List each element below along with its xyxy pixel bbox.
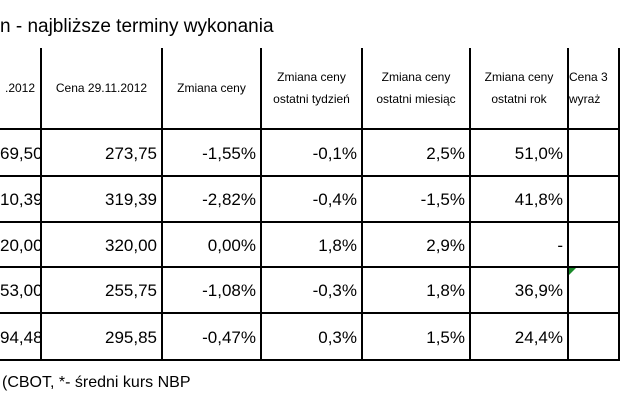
table-cell: 24,4%: [471, 314, 569, 361]
table-cell: -0,3%: [262, 268, 363, 314]
table-cell: 36,9%: [471, 268, 569, 314]
table-cell: [569, 268, 620, 314]
footnote: (CBOT, *- średni kurs NBP: [2, 374, 191, 391]
table-cell: 1,8%: [262, 223, 363, 268]
table-cell: 20,00: [0, 223, 42, 268]
table-cell: 320,00: [42, 223, 163, 268]
header-cell: Zmiana ceny ostatni miesiąc: [363, 48, 471, 130]
table-cell: [569, 130, 620, 177]
header-text: ostatni tydzień: [273, 92, 350, 106]
table-cell: -0,47%: [163, 314, 262, 361]
header-cell: Zmiana ceny ostatni rok: [471, 48, 569, 130]
table-cell: -2,82%: [163, 177, 262, 223]
table-cell: -1,08%: [163, 268, 262, 314]
table-cell: 51,0%: [471, 130, 569, 177]
header-text: Zmiana ceny: [277, 70, 346, 84]
header-cell: Cena 3 wyraż: [569, 48, 620, 130]
header-text: Zmiana ceny: [381, 70, 451, 84]
table-cell: 319,39: [42, 177, 163, 223]
table-cell: 41,8%: [471, 177, 569, 223]
table-cell: 10,39: [0, 177, 42, 223]
header-text: Zmiana ceny: [177, 81, 246, 95]
table-cell: [569, 314, 620, 361]
header-text: ostatni rok: [491, 92, 547, 106]
header-text: Zmiana ceny: [484, 70, 554, 84]
header-text: Cena 29.11.2012: [55, 81, 148, 95]
header-cell: Cena 29.11.2012: [42, 48, 163, 130]
header-text: wyraż: [569, 92, 601, 106]
table-cell: 0,3%: [262, 314, 363, 361]
header-cell: Zmiana ceny: [163, 48, 262, 130]
table-cell: 69,50: [0, 130, 42, 177]
table-cell: 255,75: [42, 268, 163, 314]
table-cell: 1,8%: [363, 268, 471, 314]
table-cell: -1,55%: [163, 130, 262, 177]
header-text: .2012: [4, 81, 36, 95]
table-cell: -0,1%: [262, 130, 363, 177]
table-cell: 94,48: [0, 314, 42, 361]
table-cell: 2,5%: [363, 130, 471, 177]
comment-marker: [569, 268, 576, 275]
table-cell: -: [471, 223, 569, 268]
table-cell: 53,00: [0, 268, 42, 314]
table-cell: 1,5%: [363, 314, 471, 361]
table-cell: 273,75: [42, 130, 163, 177]
header-cell: Zmiana ceny ostatni tydzień: [262, 48, 363, 130]
table-cell: [569, 223, 620, 268]
table-cell: -1,5%: [363, 177, 471, 223]
sheet-title: n - najbliższe terminy wykonania: [0, 16, 274, 37]
table-cell: [569, 177, 620, 223]
table-cell: 2,9%: [363, 223, 471, 268]
table-cell: 0,00%: [163, 223, 262, 268]
table-cell: 295,85: [42, 314, 163, 361]
table-cell: -0,4%: [262, 177, 363, 223]
header-cell: .2012: [0, 48, 42, 130]
header-text: ostatni miesiąc: [376, 92, 456, 106]
header-text: Cena 3: [569, 70, 608, 84]
